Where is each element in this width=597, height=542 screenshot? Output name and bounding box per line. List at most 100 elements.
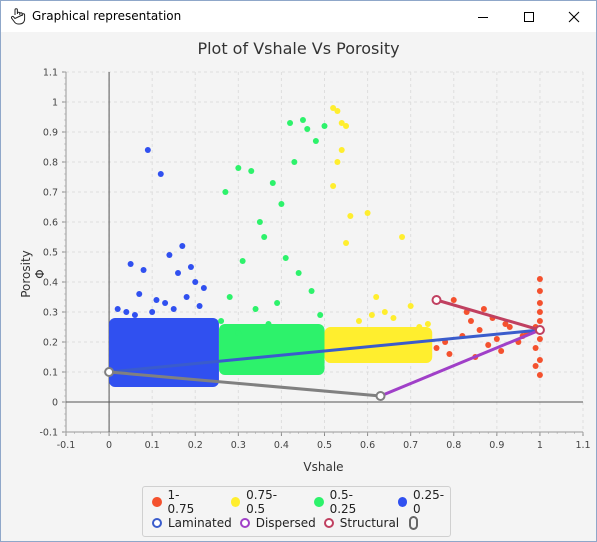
data-point — [192, 279, 199, 285]
data-point — [239, 258, 246, 264]
data-point — [506, 324, 513, 330]
x-tick-label: 0.1 — [145, 440, 160, 451]
minimize-icon — [478, 16, 488, 18]
x-tick-label: 0 — [106, 440, 112, 451]
data-point — [265, 321, 272, 327]
close-button[interactable] — [551, 1, 596, 32]
data-point — [330, 105, 337, 111]
data-point — [312, 138, 319, 144]
x-tick-label: 0.3 — [231, 440, 246, 451]
data-point — [170, 306, 177, 312]
data-point — [330, 183, 337, 189]
data-point — [140, 267, 147, 273]
data-point — [343, 240, 350, 246]
minimize-button[interactable] — [460, 1, 506, 32]
data-point — [338, 147, 345, 153]
x-tick-label: 0.9 — [489, 440, 504, 451]
model-line-dispersed — [379, 328, 541, 398]
legend-item-laminated: Laminated — [152, 516, 232, 530]
data-point — [123, 309, 130, 315]
data-point — [485, 342, 492, 348]
data-point — [157, 171, 164, 177]
close-icon — [568, 11, 580, 22]
x-tick-label: 0.7 — [403, 440, 418, 451]
data-point — [373, 294, 380, 300]
data-point — [536, 300, 543, 306]
data-point — [278, 201, 285, 207]
y-tick-label: 1 — [52, 98, 58, 109]
data-point — [364, 327, 371, 333]
data-point — [274, 300, 281, 306]
data-point — [256, 219, 263, 225]
data-point — [317, 312, 324, 318]
legend-row-models: Laminated Dispersed Structural — [143, 513, 419, 533]
legend-marker — [152, 497, 162, 507]
data-point — [377, 336, 384, 342]
data-point — [407, 303, 414, 309]
data-point — [536, 276, 543, 282]
data-point — [179, 243, 186, 249]
legend-marker — [239, 518, 250, 528]
data-point — [498, 348, 505, 354]
legend-item-0.5-0.25: 0.5-0.25 — [314, 488, 378, 516]
data-point — [355, 318, 362, 324]
chart-area: Plot of Vshale Vs Porosity -0.1 0 0.1 0.2 0.… — [1, 32, 596, 541]
data-point — [368, 312, 375, 318]
data-point — [334, 108, 341, 114]
y-tick-label: 0.9 — [43, 128, 58, 139]
y-axis-label: Porosity Φ — [19, 250, 47, 298]
x-tick-label: 1 — [537, 440, 543, 451]
x-tick-label: 0.8 — [446, 440, 461, 451]
data-point — [536, 336, 543, 342]
data-point — [467, 318, 474, 324]
model-line-structural — [436, 298, 541, 332]
data-point — [200, 285, 207, 291]
y-tick-label: 0.6 — [43, 218, 58, 229]
data-point — [433, 345, 440, 351]
x-tick-label: 1.1 — [575, 440, 590, 451]
legend-marker — [314, 497, 324, 507]
data-point — [299, 117, 306, 123]
data-point — [321, 123, 328, 129]
x-tick-label: 0.2 — [188, 440, 203, 451]
data-point — [261, 234, 268, 240]
legend-row-ranges: 1-0.75 0.75-0.5 0.5-0.25 0.25-0 — [143, 488, 450, 516]
data-point — [502, 321, 509, 327]
y-tick-label: 0.2 — [43, 338, 58, 349]
data-point — [493, 336, 500, 342]
data-point — [480, 306, 487, 312]
data-point — [235, 165, 242, 171]
x-tick-label: -0.1 — [57, 440, 76, 451]
data-point — [149, 309, 156, 315]
data-point — [248, 168, 255, 174]
y-tick-label: -0.1 — [39, 428, 58, 439]
legend-item-0.75-0.5: 0.75-0.5 — [230, 488, 295, 516]
scatter-plot[interactable]: -0.1 0 0.1 0.2 0.3 0.4 0.5 0.6 0.7 0.8 0.9 1 1.1 -0.1… — [1, 32, 596, 482]
legend-marker — [323, 518, 334, 528]
y-tick-label: 0.8 — [43, 158, 58, 169]
data-point — [218, 318, 225, 324]
legend-item-1-0.75: 1-0.75 — [152, 488, 205, 516]
y-tick-label: 0.7 — [43, 188, 58, 199]
data-point — [162, 300, 169, 306]
data-point — [136, 291, 143, 297]
y-tick-label: 1.1 — [43, 68, 58, 79]
x-axis-label: Vshale — [303, 460, 344, 474]
x-tick-label: 0.6 — [360, 440, 375, 451]
window-title: Graphical representation — [32, 9, 182, 23]
endpoint-marker — [534, 325, 545, 335]
data-point — [334, 159, 341, 165]
data-point — [386, 345, 393, 351]
data-point — [282, 255, 289, 261]
maximize-button[interactable] — [506, 1, 552, 32]
legend-item-0.25-0: 0.25-0 — [397, 488, 451, 516]
data-point — [420, 333, 427, 339]
endpoint-marker — [104, 367, 115, 377]
cluster-0.5-0.25 — [218, 324, 325, 375]
data-point — [175, 270, 182, 276]
data-point — [304, 126, 311, 132]
data-point — [287, 120, 294, 126]
title-bar[interactable]: Graphical representation — [1, 1, 596, 32]
data-point — [364, 210, 371, 216]
model-line-unnamed — [108, 370, 381, 398]
